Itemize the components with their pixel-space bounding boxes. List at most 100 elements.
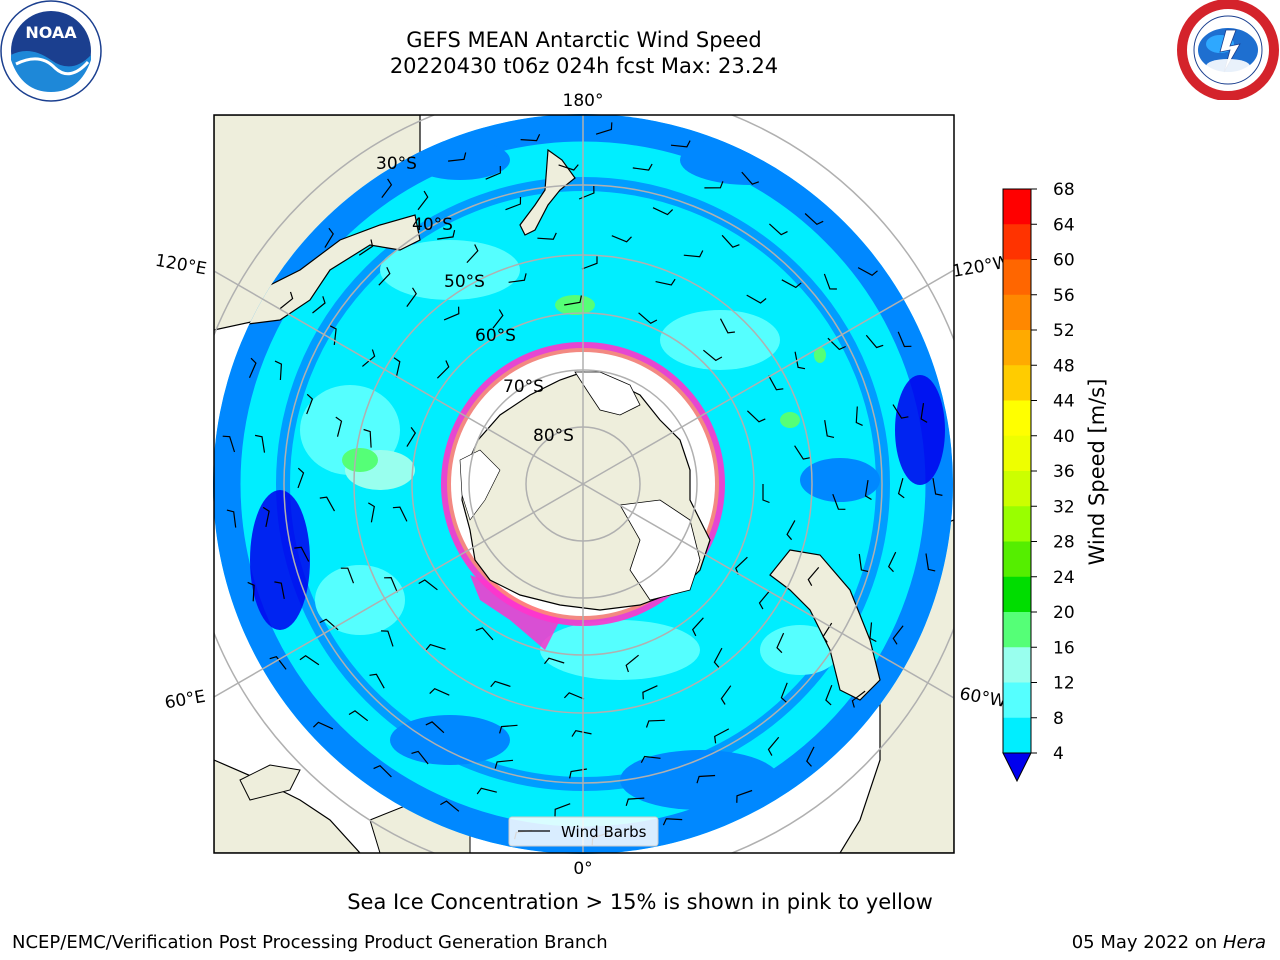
chart-subtitle: 20220430 t06z 024h fcst Max: 23.24 <box>389 54 779 78</box>
wind-barb <box>564 295 582 306</box>
wind-barb <box>825 684 833 706</box>
wind-barb <box>864 480 872 501</box>
lon-label-60e: 60°E <box>163 687 207 714</box>
wind-barb <box>329 325 337 345</box>
wind-barb <box>319 618 339 631</box>
colorbar-tick-label: 56 <box>1053 286 1075 306</box>
wind-barb <box>857 267 878 277</box>
colorbar-segment <box>1003 647 1031 683</box>
colorbar-tick-label: 44 <box>1053 392 1075 412</box>
lon-label-0: 0° <box>573 859 592 879</box>
wind-barb <box>781 279 802 289</box>
wind-barb <box>806 746 815 767</box>
wind-barb <box>720 685 732 705</box>
wind-barb <box>595 122 613 135</box>
colorbar-segment <box>1003 576 1031 613</box>
colorbar-tick-label: 16 <box>1053 638 1075 658</box>
wind-barb <box>279 291 294 310</box>
wind-barb <box>832 493 846 510</box>
legend-label: Wind Barbs <box>561 823 647 841</box>
wind-barb <box>640 755 661 763</box>
colorbar-segment <box>1003 435 1031 472</box>
wind-barb <box>780 682 788 703</box>
wind-barb <box>642 685 658 700</box>
wind-barb <box>475 627 494 641</box>
wind-barb <box>367 502 375 523</box>
wind-barb <box>369 673 385 689</box>
colorbar-tick-label: 52 <box>1053 321 1075 341</box>
wind-barb <box>485 165 502 180</box>
wind-barb <box>691 617 704 637</box>
lat-label-60s: 60°S <box>475 326 516 346</box>
colorbar-segment <box>1003 541 1031 578</box>
wind-barb <box>578 185 595 200</box>
wind-barb <box>297 467 305 489</box>
colorbar-tick-label: 24 <box>1053 568 1075 588</box>
wind-barb <box>443 306 460 321</box>
colorbar-segment <box>1003 259 1031 296</box>
wind-barb <box>683 250 704 258</box>
wind-barb <box>746 294 767 304</box>
wind-barb <box>703 349 723 362</box>
wind-barb <box>632 163 653 171</box>
wind-barb <box>222 435 236 453</box>
wind-barb <box>892 404 909 419</box>
wind-barb <box>384 576 398 593</box>
wind-barb <box>696 774 716 784</box>
wind-barb <box>554 803 571 817</box>
ronne-ice-shelf <box>619 499 701 601</box>
wind-barb <box>312 296 326 314</box>
lat-label-40s: 40°S <box>412 215 453 235</box>
wind-barb <box>378 267 391 286</box>
colorbar-segment <box>1003 365 1031 401</box>
wind-barb <box>758 590 771 610</box>
wind-barb <box>537 232 557 240</box>
wind-barb <box>736 789 753 803</box>
wind-barb <box>393 357 401 378</box>
wind-barb <box>858 553 869 573</box>
colorbar-segment <box>1003 400 1031 437</box>
wind-barb <box>363 428 372 448</box>
wind-barb <box>645 719 665 728</box>
colorbar-tick-label: 64 <box>1053 215 1075 235</box>
footer-host: Hera <box>1222 932 1266 953</box>
wind-barb <box>319 496 336 512</box>
wind-barb <box>762 484 770 504</box>
wind-barb <box>776 632 785 654</box>
wind-barb <box>406 427 417 447</box>
wind-barb <box>822 622 833 643</box>
colorbar-tick-label: 32 <box>1053 497 1075 517</box>
new-zealand-land <box>519 148 576 236</box>
noaa-logo-text: NOAA <box>25 23 77 42</box>
lat-label-80s: 80°S <box>533 426 574 446</box>
wind-barb <box>932 478 943 496</box>
wind-barb <box>887 551 897 573</box>
wind-barb <box>824 420 835 438</box>
madagascar-land <box>239 764 301 801</box>
colorbar-tick-label: 68 <box>1053 180 1075 200</box>
colorbar-segment <box>1003 506 1031 542</box>
wind-barb <box>794 445 811 460</box>
wind-barb <box>436 360 450 379</box>
wind-barb <box>490 680 511 688</box>
wind-barb <box>476 787 497 795</box>
wind-barb <box>306 393 314 415</box>
wind-barb <box>362 349 376 367</box>
colorbar-segment <box>1003 682 1031 719</box>
wind-barb <box>823 273 837 290</box>
colorbar-extend-arrow <box>1002 752 1032 783</box>
lat-label-30s: 30°S <box>376 154 417 174</box>
wind-barb <box>807 567 820 586</box>
wind-barb <box>869 622 877 643</box>
footer-credit: NCEP/EMC/Verification Post Processing Pr… <box>12 932 608 953</box>
lon-label-120w: 120°W <box>951 252 1012 282</box>
wind-barb <box>274 581 285 600</box>
wind-barb <box>897 478 905 499</box>
wind-barb <box>544 657 565 665</box>
wind-barb <box>508 273 527 283</box>
sea-ice-weddell <box>470 575 560 650</box>
map-legend: Wind Barbs <box>508 816 659 847</box>
colorbar: 68 64 60 56 52 48 44 40 36 32 28 24 20 16 12 8 4 <box>1002 180 1075 783</box>
colorbar-segment <box>1003 717 1031 754</box>
wind-barb <box>865 334 884 349</box>
